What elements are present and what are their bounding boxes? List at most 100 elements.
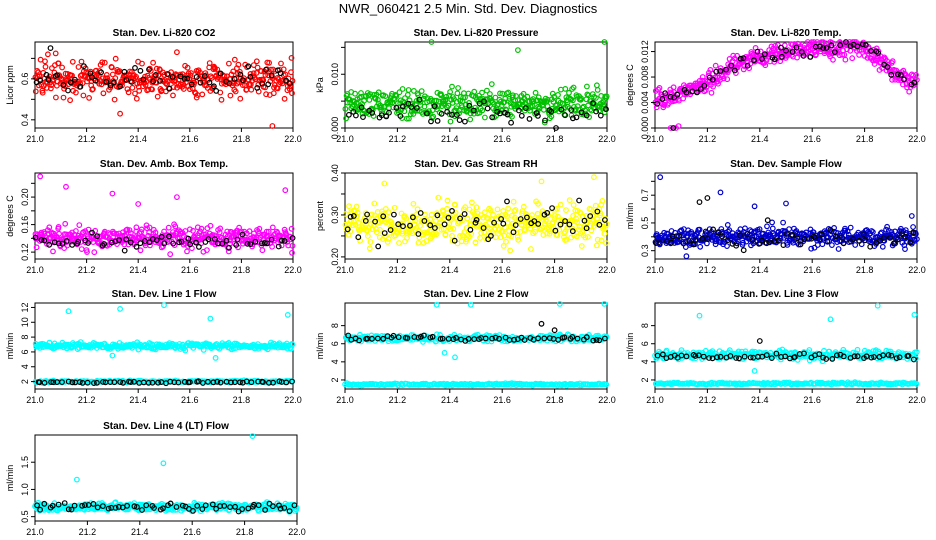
data-point — [503, 238, 509, 245]
data-point — [674, 91, 681, 98]
data-point — [103, 78, 110, 85]
data-point — [96, 80, 103, 87]
data-point — [153, 237, 160, 244]
data-point — [60, 94, 67, 101]
plot-frame — [34, 41, 294, 129]
data-point — [409, 230, 416, 237]
data-point — [700, 353, 707, 360]
data-point — [868, 48, 874, 54]
data-point — [212, 236, 218, 243]
x-tick-label: 21.0 — [26, 395, 44, 405]
chart-panel-3: Stan. Dev. Li-820 Temp.21.0 21.2 21.4 21.6 2… — [625, 28, 926, 144]
data-point — [353, 112, 359, 119]
data-point — [69, 379, 76, 386]
data-point — [561, 334, 568, 341]
data-point — [603, 381, 610, 388]
data-point — [69, 58, 76, 65]
data-point — [507, 100, 514, 107]
data-point — [494, 206, 501, 213]
y-axis-label: degrees C — [625, 64, 635, 106]
data-point — [556, 301, 563, 307]
data-point — [366, 96, 373, 103]
data-point — [248, 86, 255, 93]
data-point — [175, 379, 182, 386]
data-point — [186, 379, 193, 386]
data-point — [756, 338, 763, 344]
data-point — [488, 232, 494, 239]
data-point — [155, 71, 162, 78]
data-point — [364, 211, 371, 218]
data-point — [541, 119, 548, 126]
data-point — [838, 234, 845, 241]
data-point — [851, 353, 858, 360]
data-point — [429, 114, 436, 121]
data-point — [860, 231, 867, 237]
data-point — [500, 242, 507, 249]
data-point — [116, 237, 122, 244]
data-point — [557, 221, 564, 228]
y-tick-label: 4 — [640, 359, 650, 364]
data-point — [197, 79, 204, 86]
data-point — [756, 240, 762, 247]
data-point — [41, 230, 48, 237]
data-point — [759, 56, 765, 62]
data-point — [588, 206, 594, 213]
data-point — [574, 103, 581, 110]
data-point — [281, 95, 288, 102]
x-tick-label: 21.0 — [336, 395, 354, 405]
data-point — [901, 76, 907, 83]
y-tick-label: 6 — [330, 341, 340, 346]
data-point — [706, 355, 712, 361]
data-point — [887, 234, 893, 241]
data-point — [864, 55, 871, 61]
data-point — [908, 213, 915, 219]
data-point — [76, 222, 83, 229]
data-point — [124, 86, 131, 92]
data-point — [121, 247, 128, 254]
data-point — [544, 209, 551, 216]
data-point — [98, 69, 104, 76]
data-point — [467, 226, 474, 233]
data-point — [891, 240, 898, 247]
data-point — [844, 228, 851, 235]
data-point — [62, 220, 69, 227]
data-point — [260, 379, 266, 386]
data-point — [184, 75, 191, 82]
data-point — [449, 237, 456, 244]
data-point — [85, 378, 92, 385]
data-point — [204, 378, 211, 385]
data-point — [404, 91, 411, 98]
data-point — [489, 99, 496, 106]
x-tick-label: 21.0 — [336, 265, 354, 275]
data-point — [289, 90, 295, 97]
data-point — [53, 94, 59, 101]
x-tick-label: 21.6 — [803, 395, 821, 405]
data-point — [209, 84, 216, 91]
data-point — [694, 89, 700, 96]
data-point — [133, 224, 140, 231]
data-point — [535, 220, 542, 227]
data-point — [780, 219, 786, 226]
data-point — [524, 214, 530, 221]
data-point — [477, 234, 484, 241]
data-point — [56, 230, 62, 237]
data-point — [801, 236, 808, 243]
data-point — [181, 75, 188, 82]
data-point — [688, 229, 695, 235]
data-point — [784, 230, 790, 237]
data-point — [895, 71, 901, 78]
data-point — [549, 90, 556, 97]
data-point — [414, 206, 421, 213]
data-point — [910, 229, 917, 236]
data-point — [42, 63, 49, 70]
data-point — [107, 82, 114, 89]
data-point — [415, 228, 422, 235]
y-axis-label: ml/min — [5, 333, 15, 360]
data-point — [100, 379, 106, 385]
data-point — [601, 230, 608, 237]
data-point — [535, 335, 541, 342]
data-point — [818, 231, 825, 238]
data-point — [508, 119, 515, 126]
data-point — [280, 66, 287, 73]
data-point — [582, 234, 589, 241]
